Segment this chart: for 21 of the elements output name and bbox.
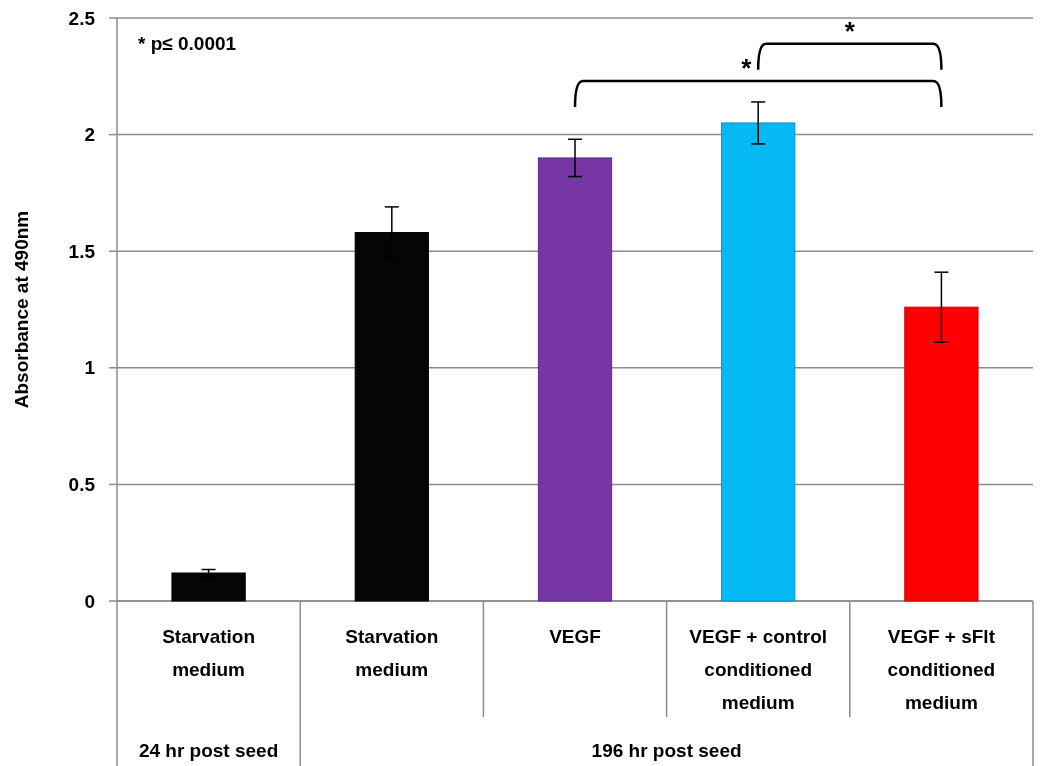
- text: 24 hr post seed: [138, 740, 279, 761]
- bar: [537, 157, 613, 602]
- x-tick-label: VEGF + sFlt conditioned medium: [887, 626, 996, 713]
- y-tick-label: 1.5: [68, 240, 96, 262]
- x-tick-label: Starvation medium: [162, 626, 256, 680]
- x-tick-label: VEGF: [549, 626, 601, 647]
- annotation: * p≤ 0.0001: [138, 33, 237, 54]
- y-tick-label: 1: [84, 357, 96, 379]
- x-tick-label: Starvation medium: [345, 626, 439, 680]
- bar: [171, 572, 246, 602]
- bar: [904, 306, 979, 602]
- y-axis-title: Absorbance at 490nm: [11, 210, 32, 409]
- y-tick-label: 0: [84, 590, 95, 612]
- x-tick-label: VEGF + control conditioned medium: [689, 626, 828, 713]
- bar: [721, 122, 796, 602]
- annotation: *: [741, 52, 753, 83]
- y-tick-label: 0.5: [68, 474, 96, 496]
- y-tick-label: 2.5: [68, 7, 96, 29]
- text: 196 hr post seed: [591, 740, 742, 761]
- y-tick-label: 2: [84, 124, 95, 146]
- annotation: *: [844, 15, 856, 46]
